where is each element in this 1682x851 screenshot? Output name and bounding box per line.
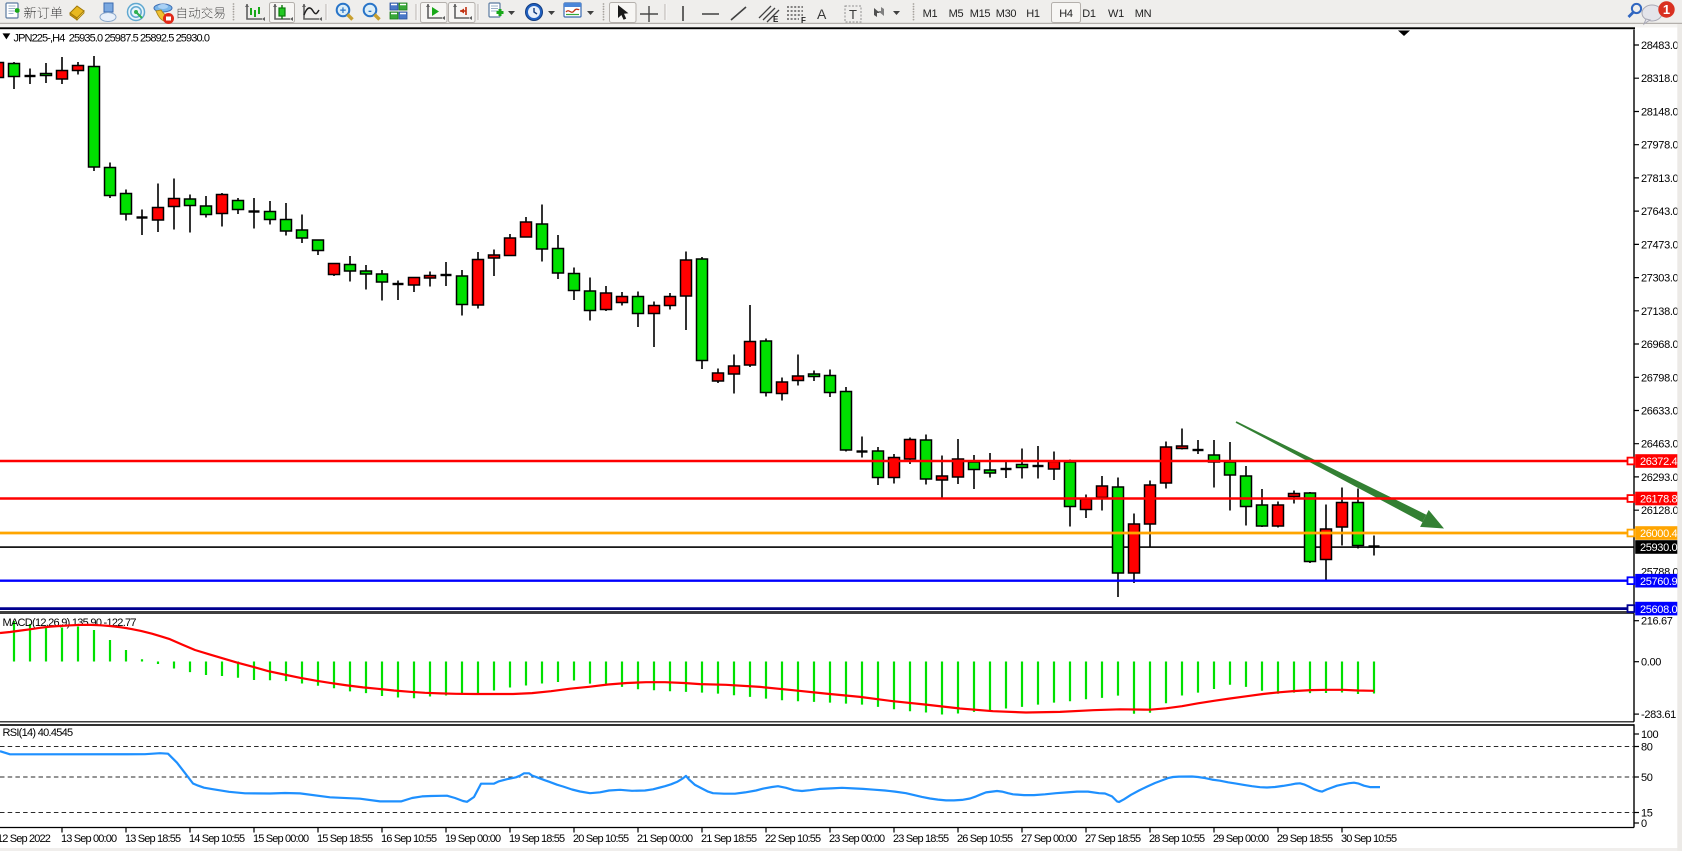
svg-text:D1: D1	[1082, 8, 1096, 20]
svg-text:26000.4: 26000.4	[1640, 528, 1678, 540]
svg-text:RSI(14) 40.4545: RSI(14) 40.4545	[3, 727, 74, 739]
svg-text:21 Sep 00:00: 21 Sep 00:00	[637, 833, 693, 845]
svg-text:27138.0: 27138.0	[1641, 306, 1679, 318]
svg-text:JPN225-,H4 25935.0 25987.5 25: JPN225-,H4 25935.0 25987.5 25892.5 25930…	[14, 32, 210, 44]
svg-text:-: -	[368, 5, 372, 17]
svg-text:H1: H1	[1026, 8, 1040, 20]
svg-text:26633.0: 26633.0	[1641, 406, 1679, 418]
svg-text:216.67: 216.67	[1641, 616, 1673, 628]
svg-text:H4: H4	[1059, 8, 1073, 20]
svg-text:25930.0: 25930.0	[1640, 542, 1678, 554]
svg-text:F: F	[801, 16, 806, 25]
svg-text:1: 1	[1663, 2, 1670, 17]
svg-text:0: 0	[1641, 818, 1647, 830]
svg-text:13 Sep 00:00: 13 Sep 00:00	[61, 833, 117, 845]
svg-text:50: 50	[1641, 772, 1653, 784]
svg-text:30 Sep 10:55: 30 Sep 10:55	[1341, 833, 1397, 845]
svg-text:25608.0: 25608.0	[1640, 604, 1678, 616]
svg-text:19 Sep 18:55: 19 Sep 18:55	[509, 833, 565, 845]
svg-text:26798.0: 26798.0	[1641, 372, 1679, 384]
svg-text:20 Sep 10:55: 20 Sep 10:55	[573, 833, 629, 845]
svg-text:22 Sep 10:55: 22 Sep 10:55	[765, 833, 821, 845]
svg-text:27 Sep 00:00: 27 Sep 00:00	[1021, 833, 1077, 845]
svg-text:15 Sep 18:55: 15 Sep 18:55	[317, 833, 373, 845]
svg-text:A: A	[817, 6, 827, 22]
svg-text:100: 100	[1641, 729, 1659, 741]
svg-text:13 Sep 18:55: 13 Sep 18:55	[125, 833, 181, 845]
svg-text:26128.0: 26128.0	[1641, 505, 1679, 517]
svg-text:26 Sep 10:55: 26 Sep 10:55	[957, 833, 1013, 845]
svg-text:26293.0: 26293.0	[1641, 472, 1679, 484]
svg-text:14 Sep 10:55: 14 Sep 10:55	[189, 833, 245, 845]
svg-text:27473.0: 27473.0	[1641, 239, 1679, 251]
svg-text:MN: MN	[1135, 8, 1152, 20]
svg-text:25760.9: 25760.9	[1640, 576, 1678, 588]
svg-text:27978.0: 27978.0	[1641, 140, 1679, 152]
svg-text:28 Sep 10:55: 28 Sep 10:55	[1149, 833, 1205, 845]
svg-text:-283.61: -283.61	[1641, 709, 1676, 721]
svg-text:M15: M15	[970, 8, 991, 20]
svg-text:27813.0: 27813.0	[1641, 173, 1679, 185]
svg-text:23 Sep 00:00: 23 Sep 00:00	[829, 833, 885, 845]
svg-text:26968.0: 26968.0	[1641, 339, 1679, 351]
svg-text:28148.0: 28148.0	[1641, 107, 1679, 119]
svg-text:+: +	[340, 5, 346, 17]
svg-text:23 Sep 18:55: 23 Sep 18:55	[893, 833, 949, 845]
svg-text:M5: M5	[949, 8, 964, 20]
svg-text:29 Sep 00:00: 29 Sep 00:00	[1213, 833, 1269, 845]
svg-text:29 Sep 18:55: 29 Sep 18:55	[1277, 833, 1333, 845]
svg-text:15 Sep 00:00: 15 Sep 00:00	[253, 833, 309, 845]
svg-text:T: T	[849, 7, 857, 22]
svg-text:M1: M1	[923, 8, 938, 20]
svg-text:28318.0: 28318.0	[1641, 73, 1679, 85]
svg-text:E: E	[773, 15, 779, 24]
svg-text:W1: W1	[1108, 8, 1124, 20]
svg-text:0.00: 0.00	[1641, 657, 1661, 669]
svg-text:26178.8: 26178.8	[1640, 494, 1678, 506]
svg-text:27 Sep 18:55: 27 Sep 18:55	[1085, 833, 1141, 845]
svg-text:26463.0: 26463.0	[1641, 439, 1679, 451]
svg-text:27643.0: 27643.0	[1641, 206, 1679, 218]
svg-text:21 Sep 18:55: 21 Sep 18:55	[701, 833, 757, 845]
svg-text:27303.0: 27303.0	[1641, 273, 1679, 285]
svg-text:16 Sep 10:55: 16 Sep 10:55	[381, 833, 437, 845]
svg-text:12 Sep 2022: 12 Sep 2022	[0, 833, 51, 845]
svg-text:26372.4: 26372.4	[1640, 456, 1678, 468]
svg-text:80: 80	[1641, 742, 1653, 754]
svg-text:M30: M30	[996, 8, 1017, 20]
svg-text:28483.0: 28483.0	[1641, 40, 1679, 52]
svg-text:15: 15	[1641, 808, 1653, 820]
svg-text:19 Sep 00:00: 19 Sep 00:00	[445, 833, 501, 845]
